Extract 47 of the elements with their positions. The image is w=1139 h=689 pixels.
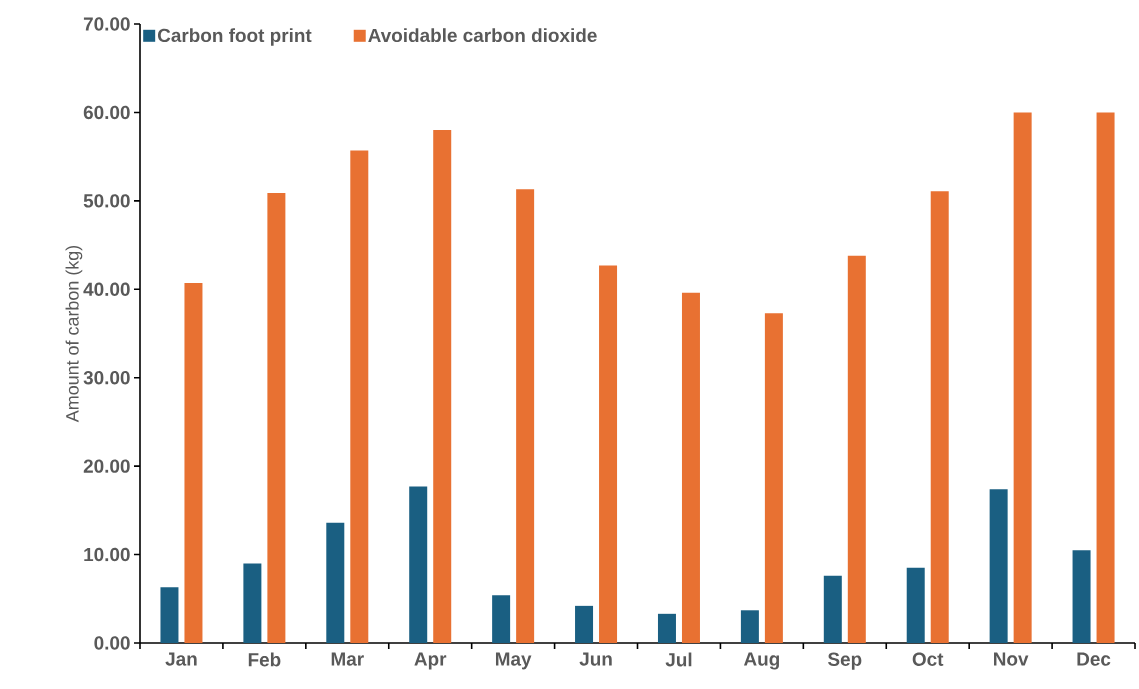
y-tick-label: 60.00 [83, 105, 130, 120]
bar [1013, 112, 1032, 643]
x-tick-label: Oct [912, 652, 944, 666]
bar [657, 613, 676, 643]
bar [243, 563, 262, 643]
legend-label: Avoidable carbon dioxide [368, 28, 597, 43]
bar [350, 150, 369, 643]
bar [823, 575, 842, 643]
x-tick-label: May [495, 652, 532, 670]
bar [847, 255, 866, 643]
x-tick-label: Apr [414, 652, 447, 670]
x-tick-label: Nov [994, 652, 1029, 666]
y-tick-label: 50.00 [83, 194, 130, 208]
bar [1096, 112, 1115, 643]
y-tick-label: 10.00 [84, 547, 130, 562]
bar [1072, 550, 1091, 643]
x-tick-label: Aug [743, 652, 780, 670]
bar [184, 283, 203, 643]
bar [267, 192, 286, 643]
bar [409, 486, 428, 643]
bar [575, 605, 594, 643]
bar [764, 313, 783, 643]
bar [989, 489, 1008, 643]
bar [433, 130, 452, 643]
y-tick-label: 70.00 [83, 17, 130, 31]
x-tick-label: Sep [827, 652, 862, 670]
y-tick-label: 40.00 [83, 282, 130, 296]
bar [740, 610, 759, 643]
x-tick-label: Dec [1077, 652, 1111, 666]
bar [492, 595, 511, 643]
legend-label: Carbon foot print [157, 28, 312, 46]
x-tick-label: Mar [331, 652, 364, 666]
x-tick-label: Jun [579, 652, 612, 666]
y-axis-title: Amount of carbon (kg) [65, 245, 83, 423]
y-tick-label: 30.00 [83, 371, 130, 385]
bar [930, 191, 949, 643]
bar [599, 265, 618, 643]
x-tick-label: Jul [665, 652, 692, 667]
bar [516, 189, 535, 643]
bar [326, 522, 345, 643]
bar [160, 587, 179, 643]
y-tick-label: 0.00 [94, 636, 130, 650]
bar [681, 292, 700, 643]
bar [906, 567, 925, 643]
x-tick-label: Feb [248, 652, 281, 667]
y-tick-label: 20.00 [83, 459, 130, 473]
x-tick-label: Jan [165, 652, 197, 666]
